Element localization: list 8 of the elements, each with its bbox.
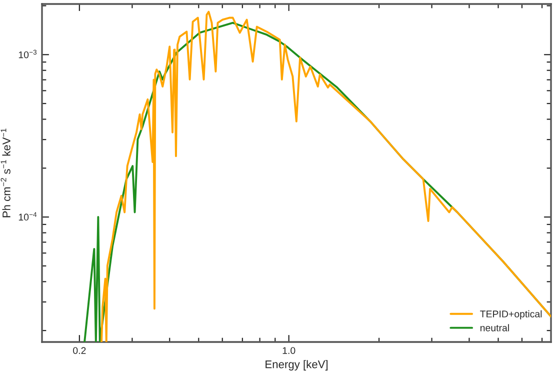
legend-label: neutral: [480, 324, 509, 332]
x-tick-label: 1.0: [282, 347, 296, 354]
x-axis-title: Energy [keV]: [266, 360, 328, 370]
y-tick-label: 10$^{−3}$: [18, 50, 37, 58]
y-tick-label: 10$^{−4}$: [18, 212, 37, 221]
x-tick-label: 0.2: [73, 347, 86, 354]
legend-label: TEPID+optical: [480, 310, 542, 320]
y-axis-title: Ph cm$^{−2}$ s$^{−1}$ keV$^{−1}$: [0, 128, 10, 218]
